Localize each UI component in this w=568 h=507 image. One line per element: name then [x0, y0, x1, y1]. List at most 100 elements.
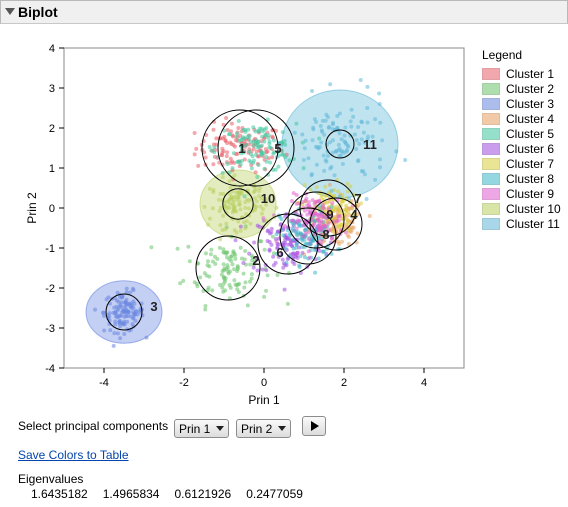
data-point [326, 207, 331, 212]
eigenvalue-4: 0.2477059 [246, 487, 303, 501]
data-point [209, 247, 214, 252]
data-point [238, 224, 243, 229]
data-point [102, 328, 107, 333]
legend-item[interactable]: Cluster 11 [482, 216, 561, 231]
data-point [243, 129, 248, 134]
data-point [247, 213, 252, 218]
data-point [235, 266, 240, 271]
data-point [121, 321, 126, 326]
data-point [246, 149, 251, 154]
data-point [276, 254, 281, 259]
data-point [229, 121, 234, 126]
data-point [262, 247, 267, 252]
data-point [318, 212, 323, 217]
legend-label: Cluster 3 [506, 96, 555, 111]
data-point [364, 196, 369, 201]
play-button[interactable] [302, 416, 326, 436]
legend-item[interactable]: Cluster 10 [482, 201, 561, 216]
data-point [294, 251, 299, 256]
data-point [314, 185, 319, 190]
cluster-circle-8 [279, 207, 337, 265]
data-point [211, 127, 216, 132]
data-point [231, 151, 236, 156]
data-point [269, 230, 274, 235]
legend-item[interactable]: Cluster 8 [482, 171, 561, 186]
data-point [306, 156, 311, 161]
legend-item[interactable]: Cluster 2 [482, 81, 561, 96]
data-point [328, 166, 333, 171]
save-colors-link[interactable]: Save Colors to Table [18, 448, 129, 462]
data-point [308, 242, 313, 247]
data-point [118, 295, 123, 300]
data-point [247, 158, 252, 163]
data-point [370, 134, 375, 139]
data-point [205, 288, 210, 293]
data-point [290, 228, 295, 233]
legend-item[interactable]: Cluster 6 [482, 141, 561, 156]
data-point [297, 219, 302, 224]
data-point [271, 254, 276, 259]
data-point [243, 205, 248, 210]
data-point [282, 223, 287, 228]
data-point [223, 204, 228, 209]
data-point [265, 239, 270, 244]
data-point [119, 313, 124, 318]
data-point [289, 199, 294, 204]
data-point [274, 238, 279, 243]
data-point [301, 166, 306, 171]
eigenvalues-list: 1.6435182 1.4965834 0.6121926 0.2477059 [31, 487, 303, 501]
prin-y-select[interactable]: Prin 2 [236, 419, 291, 438]
data-point [310, 138, 315, 143]
data-point [207, 186, 212, 191]
data-point [257, 224, 262, 229]
data-point [255, 139, 260, 144]
data-point [239, 151, 244, 156]
data-point [322, 168, 327, 173]
data-point [377, 157, 382, 162]
data-point [356, 158, 361, 163]
chevron-down-icon [278, 426, 287, 431]
legend-item[interactable]: Cluster 9 [482, 186, 561, 201]
data-point [218, 282, 223, 287]
legend-item[interactable]: Cluster 5 [482, 126, 561, 141]
eigenvalue-3: 0.6121926 [174, 487, 232, 501]
x-axis-label: Prin 1 [248, 393, 280, 407]
data-point [359, 137, 364, 142]
legend-item[interactable]: Cluster 4 [482, 111, 561, 126]
data-point [318, 242, 323, 247]
data-point [124, 286, 129, 291]
legend-item[interactable]: Cluster 3 [482, 96, 561, 111]
data-point [211, 188, 216, 193]
data-point [210, 288, 215, 293]
data-point [301, 223, 306, 228]
prin-x-select[interactable]: Prin 1 [174, 419, 229, 438]
data-point [232, 267, 237, 272]
data-point [238, 207, 243, 212]
cluster-circle-2 [195, 235, 261, 301]
disclosure-triangle-icon[interactable] [5, 8, 15, 15]
data-point [245, 197, 250, 202]
x-tick-label: -2 [179, 377, 189, 389]
data-point [131, 288, 136, 293]
cluster-circle-1 [201, 109, 279, 187]
data-point [344, 211, 349, 216]
data-point [238, 228, 243, 233]
data-point [115, 331, 120, 336]
data-point [264, 159, 269, 164]
data-point [344, 203, 349, 208]
data-point [300, 250, 305, 255]
data-point [265, 117, 270, 122]
legend-item[interactable]: Cluster 7 [482, 156, 561, 171]
data-point [312, 201, 317, 206]
biplot-panel-header[interactable]: Biplot [0, 0, 568, 24]
data-point [111, 343, 116, 348]
data-point [283, 246, 288, 251]
data-point [248, 262, 253, 267]
legend-item[interactable]: Cluster 1 [482, 66, 561, 81]
data-point [265, 273, 270, 278]
data-point [236, 219, 241, 224]
data-point [312, 248, 317, 253]
data-point [227, 296, 232, 301]
data-point [377, 91, 382, 96]
legend-label: Cluster 7 [506, 156, 555, 171]
